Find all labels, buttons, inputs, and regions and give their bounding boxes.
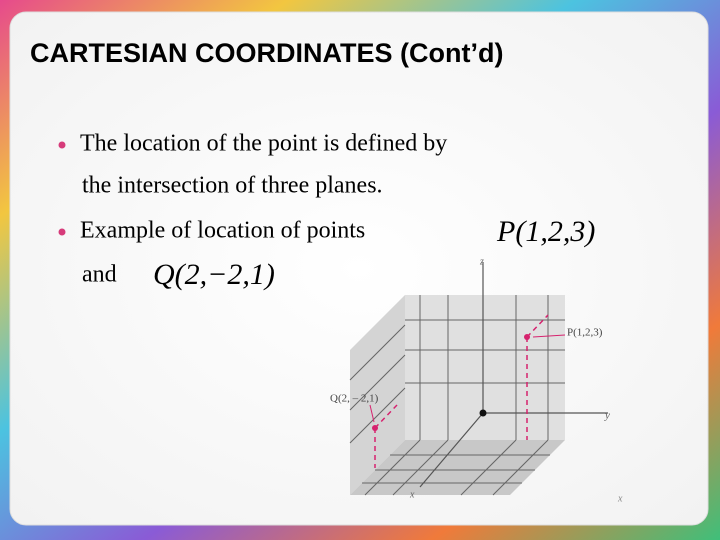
axes [419, 262, 608, 488]
bullet-text: Example of location of points [80, 218, 365, 244]
bullet-dot [58, 228, 66, 236]
axis-label: y [604, 410, 610, 422]
xz-plane [350, 295, 405, 495]
bullet-text: The location of the point is defined by [80, 131, 447, 157]
grid [349, 295, 565, 496]
point-q [372, 425, 378, 431]
label-arrow [369, 404, 375, 423]
xy-plane [350, 440, 565, 495]
bullet-dot [58, 141, 66, 149]
bullet-text: the intersection of three planes. [82, 173, 383, 199]
math-expression: Q(2,−2,1) [153, 258, 275, 291]
bullet-text: and [82, 262, 117, 288]
point-label: P(1,2,3) [567, 327, 603, 339]
point-p [524, 334, 530, 340]
math-expression: P(1,2,3) [496, 215, 595, 248]
point-label: Q(2, – 2,1) [330, 393, 379, 405]
origin [479, 409, 487, 417]
yz-plane [405, 295, 565, 440]
coordinate-figure: z y x P(1,2,3) Q(2, – 2,1) x [330, 256, 623, 504]
axis-label: x [409, 489, 415, 500]
figure-corner-label: x [617, 493, 623, 504]
projection-lines [374, 314, 549, 468]
label-arrow [532, 334, 566, 338]
axis-label: z [479, 256, 484, 267]
slide-title: CARTESIAN COORDINATES (Cont’d) [30, 38, 503, 68]
